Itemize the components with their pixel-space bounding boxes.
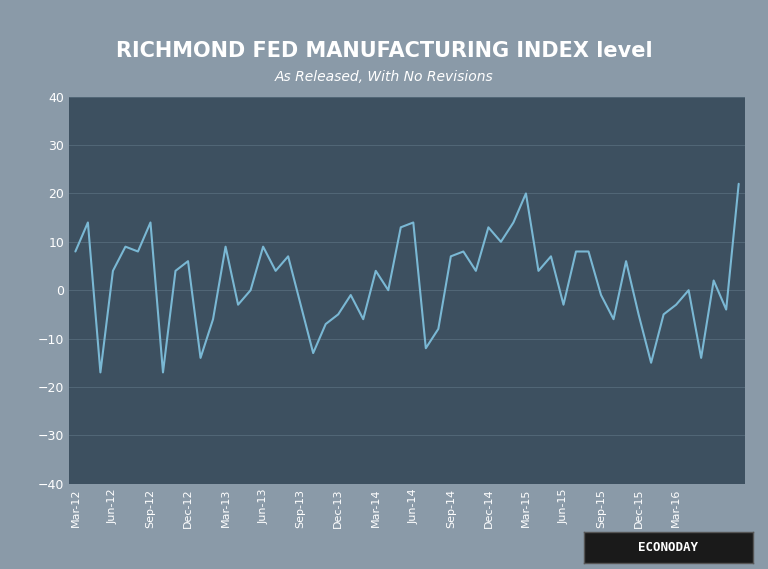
Text: As Released, With No Revisions: As Released, With No Revisions	[275, 70, 493, 84]
Text: ECONODAY: ECONODAY	[638, 541, 698, 554]
Text: RICHMOND FED MANUFACTURING INDEX level: RICHMOND FED MANUFACTURING INDEX level	[116, 41, 652, 61]
